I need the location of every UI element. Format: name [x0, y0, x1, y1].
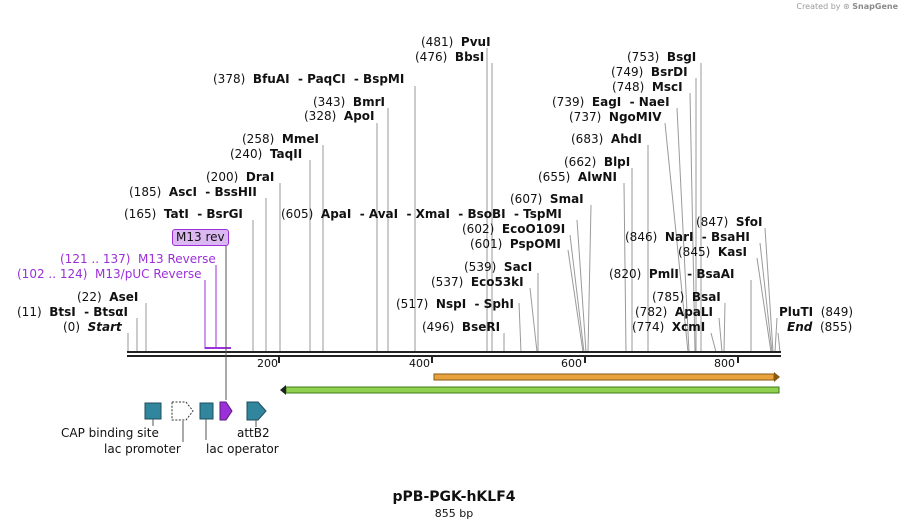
- site-xcmi: (774) XcmI: [632, 320, 706, 334]
- orf-green-arrow: [280, 385, 780, 395]
- plasmid-length: 855 bp: [434, 507, 474, 520]
- feature-lac-operator: [199, 402, 214, 420]
- site-asei: (22) AseI: [77, 290, 139, 304]
- watermark-brand: SnapGene: [852, 2, 898, 11]
- site-ngomiv: (737) NgoMIV: [569, 110, 662, 124]
- feature-label-attb2: attB2: [237, 426, 270, 440]
- site-saci: (539) SacI: [464, 260, 533, 274]
- site-bfuai: (378) BfuAI - PaqCI - BspMI: [213, 72, 405, 86]
- site-alwni: (655) AlwNI: [538, 170, 617, 184]
- site-apoi: (328) ApoI: [304, 109, 375, 123]
- site-apali: (782) ApaLI: [635, 305, 714, 319]
- site-bmri: (343) BmrI: [313, 95, 385, 109]
- feature-lac-promoter: [171, 401, 194, 421]
- snapgene-logo-icon: ⊛: [843, 2, 850, 11]
- site-pvui: (481) PvuI: [421, 35, 491, 49]
- feature-label-lac-operator: lac operator: [206, 442, 279, 456]
- site-mmei: (258) MmeI: [242, 132, 319, 146]
- orf-orange-arrow: [433, 372, 780, 382]
- features-track: [144, 401, 267, 442]
- site-kasi: (845) KasI: [678, 245, 747, 259]
- site-pspomi: (601) PspOMI: [470, 237, 561, 251]
- cut-site-lines: [127, 48, 781, 353]
- site-nspi: (517) NspI - SphI: [396, 297, 514, 311]
- primer-m13-rev-label[interactable]: M13 rev: [172, 229, 229, 246]
- site-nari: (846) NarI - BsaHI: [625, 230, 750, 244]
- feature-cap-binding-site: [144, 402, 162, 420]
- site-bsrdi: (749) BsrDI: [611, 65, 688, 79]
- site-ahdi: (683) AhdI: [571, 132, 642, 146]
- primer-m13-puc-reverse: (102 .. 124) M13/pUC Reverse: [17, 267, 202, 281]
- feature-m13-rev-site: [219, 401, 233, 421]
- primer-m13rev-binding: [204, 244, 231, 400]
- site-end: End (855): [787, 320, 853, 334]
- site-taqii: (240) TaqII: [230, 147, 303, 161]
- site-smai: (607) SmaI: [510, 192, 584, 206]
- site-apai: (605) ApaI - AvaI - XmaI - BsoBI - TspMI: [281, 207, 562, 221]
- site-btsi: (11) BtsI - BtsαI: [17, 305, 129, 319]
- site-eco53ki: (537) Eco53kI: [431, 275, 524, 289]
- ruler-tick-600: 600: [561, 357, 582, 370]
- site-sfoi: (847) SfoI: [696, 215, 763, 229]
- ruler-tick-200: 200: [257, 357, 278, 370]
- watermark-prefix: Created by: [796, 2, 841, 11]
- site-tati: (165) TatI - BsrGI: [124, 207, 243, 221]
- ruler-tick-800: 800: [714, 357, 735, 370]
- feature-label-cap-binding-site: CAP binding site: [61, 426, 159, 440]
- feature-label-lac-promoter: lac promoter: [104, 442, 181, 456]
- site-msci: (748) MscI: [612, 80, 683, 94]
- primer-m13-reverse: (121 .. 137) M13 Reverse: [60, 252, 216, 266]
- site-eagi: (739) EagI - NaeI: [552, 95, 670, 109]
- site-bsai: (785) BsaI: [652, 290, 721, 304]
- plasmid-name: pPB-PGK-hKLF4: [392, 489, 516, 505]
- watermark: Created by ⊛ SnapGene: [796, 2, 898, 11]
- sequence-backbone: [127, 351, 781, 363]
- site-pluti: PluTI (849): [779, 305, 854, 319]
- site-bseri: (496) BseRI: [422, 320, 501, 334]
- site-pmli: (820) PmlI - BsaAI: [609, 267, 735, 281]
- site-blpi: (662) BlpI: [564, 155, 631, 169]
- site-start: (0) Start: [63, 320, 122, 334]
- feature-attB2: [246, 401, 267, 421]
- site-ecoo109i: (602) EcoO109I: [462, 222, 566, 236]
- ruler-tick-400: 400: [409, 357, 430, 370]
- site-asci: (185) AscI - BssHII: [129, 185, 257, 199]
- site-bsgi: (753) BsgI: [627, 50, 697, 64]
- site-drai: (200) DraI: [206, 170, 275, 184]
- site-bbsi: (476) BbsI: [415, 50, 485, 64]
